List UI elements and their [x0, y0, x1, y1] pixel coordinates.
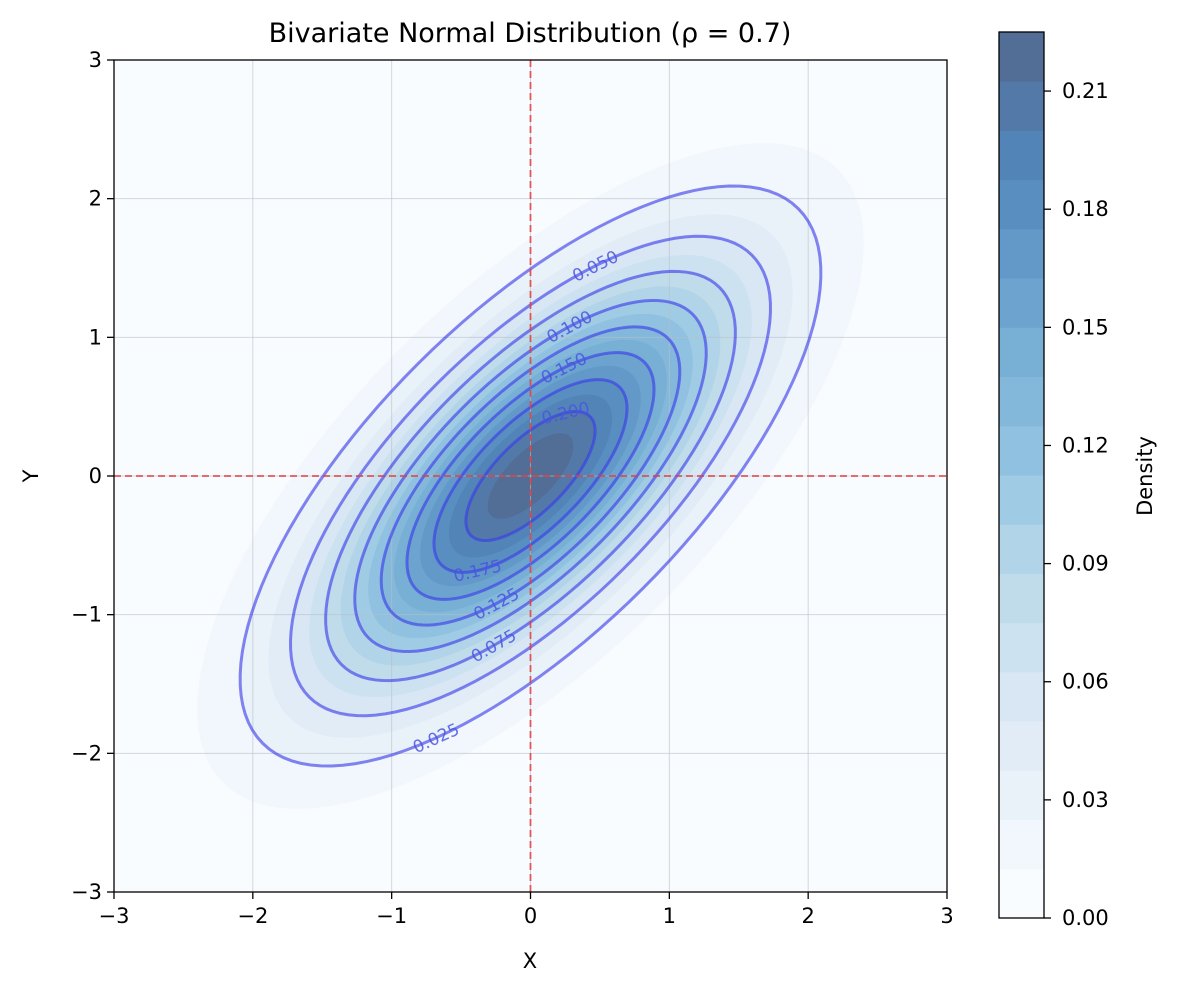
x-tick-label-3: 0 — [524, 904, 537, 928]
colorbar-band-15 — [999, 130, 1044, 181]
y-tick-label-1: −2 — [71, 741, 102, 765]
colorbar-band-7 — [999, 524, 1044, 574]
colorbar-band-13 — [999, 228, 1044, 279]
colorbar-band-16 — [999, 81, 1044, 131]
y-tick-label-2: −1 — [71, 603, 102, 627]
contour-line-2 — [324, 269, 737, 683]
colorbar-tick-label-2: 0.06 — [1062, 670, 1109, 694]
y-tick-label-3: 0 — [89, 464, 102, 488]
colorbar: 0.00 0.03 0.06 0.09 0.12 0.15 0.18 0.21 — [998, 31, 1109, 930]
colorbar-band-1 — [999, 819, 1044, 870]
axes-layer: −3 −2 −1 0 1 2 3 −3 −2 −1 0 1 2 3 — [71, 48, 954, 928]
chart-title: Bivariate Normal Distribution (ρ = 0.7) — [269, 18, 792, 49]
colorbar-tick-label-0: 0.00 — [1062, 906, 1109, 930]
x-tick-label-5: 2 — [801, 904, 814, 928]
x-axis-label: X — [523, 949, 537, 973]
colorbar-band-11 — [999, 327, 1044, 378]
y-tick-label-5: 2 — [89, 187, 102, 211]
y-axis-label: Y — [19, 469, 43, 483]
colorbar-band-5 — [999, 622, 1044, 673]
contour-line-1 — [289, 234, 772, 718]
colorbar-tick-label-5: 0.15 — [1062, 315, 1109, 339]
colorbar-band-6 — [999, 573, 1044, 624]
contour-line-7 — [464, 409, 597, 543]
y-tick-label-6: 3 — [89, 48, 102, 72]
colorbar-tick-label-3: 0.09 — [1062, 552, 1109, 576]
y-tick-label-0: −3 — [71, 880, 102, 904]
colorbar-label: Density — [1133, 436, 1157, 516]
x-tick-label-2: −1 — [376, 904, 407, 928]
colorbar-band-12 — [999, 278, 1044, 328]
colorbar-tick-label-4: 0.12 — [1062, 433, 1109, 457]
reference-line-layer — [114, 60, 947, 892]
contour-line-6 — [432, 378, 629, 574]
x-tick-label-6: 3 — [940, 904, 953, 928]
x-tick-label-0: −3 — [99, 904, 130, 928]
y-tick-label-4: 1 — [89, 325, 102, 349]
colorbar-band-17 — [999, 32, 1044, 82]
colorbar-band-8 — [999, 475, 1044, 525]
colorbar-tick-label-1: 0.03 — [1062, 788, 1109, 812]
contour-line-3 — [353, 298, 708, 654]
contour-line-0 — [238, 184, 823, 768]
colorbar-band-3 — [999, 721, 1044, 771]
x-tick-label-4: 1 — [663, 904, 676, 928]
contour-line-5 — [405, 351, 656, 601]
contour-line-4 — [379, 325, 682, 627]
colorbar-tick-label-6: 0.18 — [1062, 197, 1109, 221]
colorbar-band-0 — [999, 868, 1044, 919]
colorbar-band-2 — [999, 770, 1044, 821]
contour-line-layer — [238, 184, 823, 768]
colorbar-band-10 — [999, 376, 1044, 427]
colorbar-frame — [998, 31, 1045, 919]
colorbar-tick-label-7: 0.21 — [1062, 79, 1109, 103]
colorbar-band-9 — [999, 425, 1044, 476]
colorbar-band-14 — [999, 179, 1044, 230]
colorbar-band-4 — [999, 671, 1044, 722]
x-tick-label-1: −2 — [237, 904, 268, 928]
